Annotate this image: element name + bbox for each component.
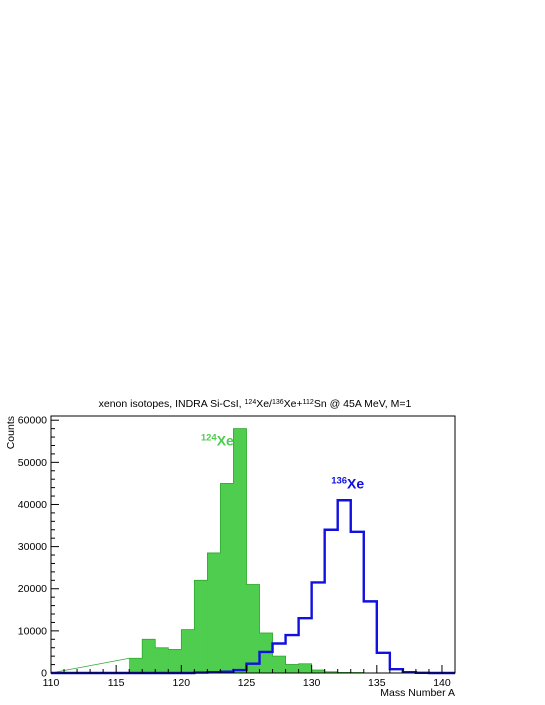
histogram-bar (128, 658, 143, 674)
histogram-bar (194, 580, 208, 674)
histogram-bar (155, 647, 169, 674)
y-tick-label: 20000 (18, 583, 47, 595)
histogram-bar (298, 663, 312, 674)
histogram-bar (246, 584, 260, 674)
y-tick-label: 10000 (18, 625, 47, 637)
x-tick-label: 125 (238, 677, 256, 689)
x-axis: 110 115 120 125 130 135 140 (43, 665, 456, 689)
plot-frame (50, 415, 456, 674)
histogram-bar (220, 483, 234, 674)
histogram-bar (181, 629, 195, 674)
y-tick-label: 0 (41, 668, 47, 680)
histogram-bar (233, 428, 247, 674)
histogram-bar (272, 655, 286, 674)
plot-content (50, 428, 455, 675)
histogram-bar (285, 664, 299, 674)
y-tick-label: 30000 (18, 541, 47, 553)
isotope-label: 124Xe (201, 432, 234, 449)
y-axis: 0 10000 20000 30000 40000 50000 60000 (18, 415, 59, 680)
y-tick-label: 60000 (18, 415, 47, 427)
y-tick-label: 40000 (18, 499, 47, 511)
isotope-label: 136Xe (331, 475, 364, 492)
histogram-bar (168, 649, 182, 674)
x-tick-label: 115 (108, 677, 125, 689)
x-tick-label: 130 (303, 677, 321, 689)
x-tick-label: 135 (368, 677, 386, 689)
x-axis-title: Mass Number A (380, 687, 455, 699)
annotations: 124Xe 136Xe (201, 432, 365, 491)
x-tick-label: 120 (173, 677, 191, 689)
chart-title: xenon isotopes, INDRA Si-CsI, 124Xe/136X… (99, 398, 412, 410)
x-tick-label: 110 (43, 677, 60, 689)
y-axis-title: Counts (5, 416, 17, 449)
x-tick-label: 140 (433, 677, 451, 689)
histogram-bar (207, 552, 221, 674)
histogram-bar (141, 639, 156, 674)
y-tick-label: 50000 (18, 457, 47, 469)
